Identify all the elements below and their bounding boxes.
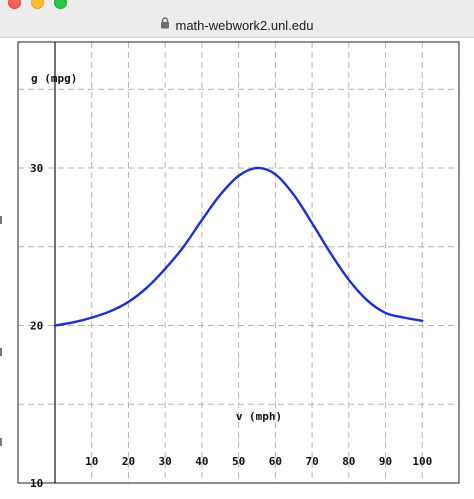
y-tick-label: 30: [30, 162, 43, 175]
zoom-window-button[interactable]: [54, 0, 67, 9]
scroll-indicator: [0, 438, 2, 446]
series-group: [53, 166, 424, 327]
window-titlebar: math-webwork2.unl.edu: [0, 0, 474, 38]
x-tick-label: 10: [85, 455, 98, 468]
tick-labels: 10 20 30 40 50 60 70 80 90 100 10 20 30: [30, 162, 432, 490]
plot-frame: [17, 41, 460, 484]
fuel-economy-chart: 10 20 30 40 50 60 70 80 90 100 10 20 30 v (mph) g (m…: [17, 41, 460, 490]
series-line: [53, 166, 424, 327]
x-tick-label: 30: [159, 455, 172, 468]
close-window-button[interactable]: [8, 0, 21, 9]
minimize-window-button[interactable]: [31, 0, 44, 9]
url-text: math-webwork2.unl.edu: [175, 18, 314, 33]
page-content: 10 20 30 40 50 60 70 80 90 100 10 20 30 v (mph) g (m…: [0, 38, 474, 494]
chart-grid: [18, 42, 459, 483]
address-bar[interactable]: math-webwork2.unl.edu: [0, 17, 474, 34]
x-tick-label: 100: [412, 455, 432, 468]
x-tick-label: 80: [342, 455, 355, 468]
x-tick-label: 60: [269, 455, 282, 468]
y-tick-label: 10: [30, 477, 43, 490]
x-tick-label: 50: [232, 455, 245, 468]
scroll-indicator: [0, 216, 2, 224]
x-tick-label: 20: [122, 455, 135, 468]
scroll-indicator: [0, 348, 2, 356]
y-tick-label: 20: [30, 320, 43, 333]
x-tick-label: 40: [195, 455, 208, 468]
x-axis-label: v (mph): [236, 410, 282, 423]
lock-icon: [160, 17, 170, 33]
x-tick-label: 70: [305, 455, 318, 468]
y-axis-label: g (mpg): [31, 72, 77, 85]
x-tick-label: 90: [379, 455, 392, 468]
